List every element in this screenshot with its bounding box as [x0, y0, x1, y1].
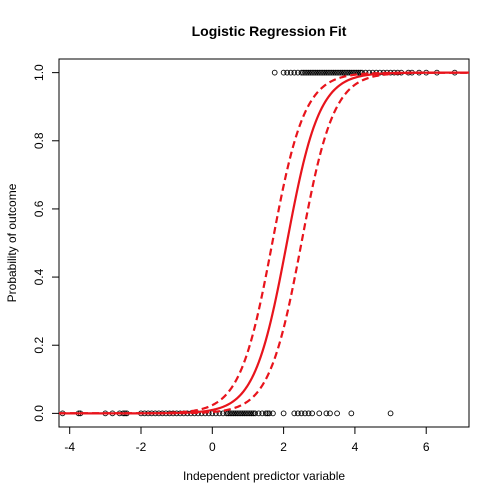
fitted-logistic-curve [59, 71, 469, 415]
data-point [336, 69, 342, 76]
data-point [243, 410, 250, 417]
data-point [225, 410, 232, 417]
data-point [284, 69, 291, 76]
y-tick-label: 0.8 [32, 132, 46, 149]
data-point [250, 410, 257, 417]
data-point [309, 410, 315, 417]
y-tick-label: 0.6 [32, 200, 46, 217]
data-point [312, 69, 319, 76]
data-point [270, 410, 276, 417]
data-point [262, 410, 269, 417]
chart-title: Logistic Regression Fit [192, 23, 347, 39]
x-tick-label: -4 [64, 440, 75, 454]
data-point [227, 410, 233, 417]
data-point [298, 410, 305, 417]
data-point [287, 69, 294, 76]
x-tick-label: 4 [352, 440, 359, 454]
upper-confidence-curve [59, 71, 469, 415]
data-point [316, 69, 323, 76]
data-point [344, 69, 351, 76]
data-point [298, 69, 305, 76]
x-tick-label: 6 [423, 440, 430, 454]
data-point [328, 69, 335, 76]
x-tick-label: 0 [209, 440, 216, 454]
data-point [341, 69, 348, 76]
data-point [245, 410, 251, 417]
data-point [291, 69, 298, 76]
plot-frame [58, 58, 470, 428]
data-point [325, 69, 332, 76]
data-point [236, 410, 242, 417]
fit-curves [59, 71, 469, 415]
data-point [316, 410, 323, 417]
data-point [300, 69, 307, 76]
data-point [348, 410, 355, 417]
data-point [321, 69, 328, 76]
data-point [241, 410, 248, 417]
data-point [271, 69, 278, 76]
data-point [318, 69, 324, 76]
data-point [302, 69, 308, 76]
x-tick-label: -2 [136, 440, 147, 454]
data-point [339, 69, 346, 76]
data-point [232, 410, 239, 417]
data-point [239, 410, 246, 417]
data-point [305, 410, 312, 417]
lower-confidence-curve [59, 71, 469, 415]
data-point [220, 410, 226, 417]
data-point [319, 69, 326, 76]
data-point [295, 69, 301, 76]
data-point [264, 410, 271, 417]
data-point [387, 410, 394, 417]
data-point [343, 69, 349, 76]
data-point [327, 69, 333, 76]
data-point [280, 69, 287, 76]
data-point [337, 69, 344, 76]
data-point [323, 410, 330, 417]
data-point [302, 410, 308, 417]
data-point [311, 69, 317, 76]
data-point [255, 410, 262, 417]
y-tick-label: 1.0 [32, 64, 46, 81]
y-tick-label: 0.2 [32, 337, 46, 354]
data-point [229, 410, 235, 417]
y-axis: 0.0 0.2 0.4 0.6 0.8 1.0 [32, 64, 59, 422]
data-point [248, 410, 255, 417]
data-point [252, 410, 258, 417]
data-point [332, 69, 339, 76]
data-point [259, 410, 266, 417]
data-point [305, 69, 312, 76]
x-tick-label: 2 [280, 440, 287, 454]
data-point [234, 410, 241, 417]
data-point [346, 69, 353, 76]
data-point [355, 69, 362, 76]
data-point [280, 410, 287, 417]
x-axis: -4 -2 0 2 4 6 [64, 427, 430, 454]
y-axis-label: Probability of outcome [5, 183, 19, 302]
data-point [291, 410, 298, 417]
data-point [295, 410, 301, 417]
x-axis-label: Independent predictor variable [183, 469, 345, 483]
data-point [246, 410, 253, 417]
y-tick-label: 0.0 [32, 405, 46, 422]
data-point [266, 410, 273, 417]
data-point [357, 69, 364, 76]
data-point [323, 69, 330, 76]
data-point [334, 69, 340, 76]
data-point [309, 69, 315, 76]
data-point [334, 410, 340, 417]
y-tick-label: 0.4 [32, 268, 46, 285]
data-point [303, 69, 310, 76]
data-point [330, 69, 337, 76]
data-point [314, 69, 321, 76]
data-point [230, 410, 237, 417]
data-point [307, 69, 314, 76]
data-point [237, 410, 244, 417]
data-point [327, 410, 333, 417]
